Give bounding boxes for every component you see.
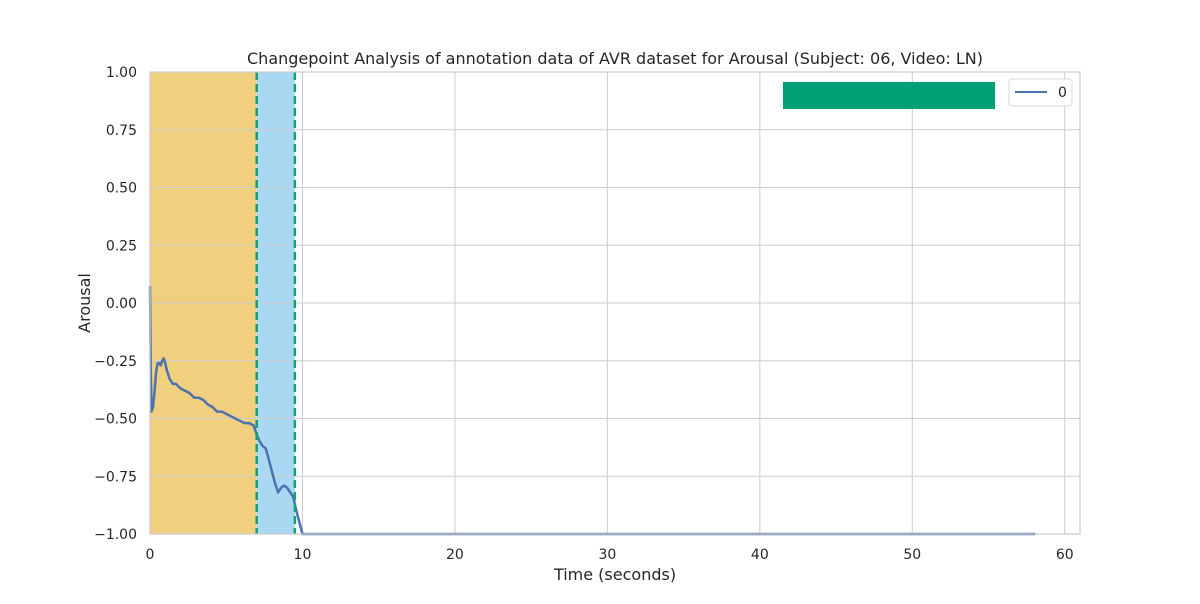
x-tick-label-2: 20 [446, 547, 464, 563]
y-tick-label-7: 0.75 [106, 123, 137, 139]
chart-title: Changepoint Analysis of annotation data … [247, 49, 983, 68]
x-tick-label-4: 40 [751, 547, 769, 563]
x-tick-labels: 0 10 20 30 40 50 60 [146, 547, 1074, 563]
y-tick-label-0: −1.00 [94, 527, 137, 543]
x-tick-label-0: 0 [146, 547, 155, 563]
x-tick-label-3: 30 [598, 547, 616, 563]
x-axis-label: Time (seconds) [553, 565, 676, 584]
y-axis-label: Arousal [75, 273, 94, 333]
x-tick-label-5: 50 [903, 547, 921, 563]
y-tick-label-2: −0.50 [94, 412, 137, 428]
legend: 0 [1008, 78, 1073, 107]
x-tick-label-6: 60 [1056, 547, 1074, 563]
y-tick-label-8: 1.00 [106, 65, 137, 81]
y-tick-label-1: −0.75 [94, 469, 137, 485]
changepoint-layer [255, 72, 297, 534]
y-tick-labels: −1.00 −0.75 −0.50 −0.25 0.00 0.25 0.50 0.75 1.00 [94, 65, 137, 543]
y-tick-label-6: 0.50 [106, 181, 137, 197]
y-tick-label-4: 0.00 [106, 296, 137, 312]
plot-frame [149, 71, 1081, 535]
green-legend-box [783, 82, 995, 109]
legend-entry-label: 0 [1058, 85, 1067, 101]
y-tick-label-5: 0.25 [106, 238, 137, 254]
x-tick-label-1: 10 [294, 547, 312, 563]
y-tick-label-3: −0.25 [94, 354, 137, 370]
